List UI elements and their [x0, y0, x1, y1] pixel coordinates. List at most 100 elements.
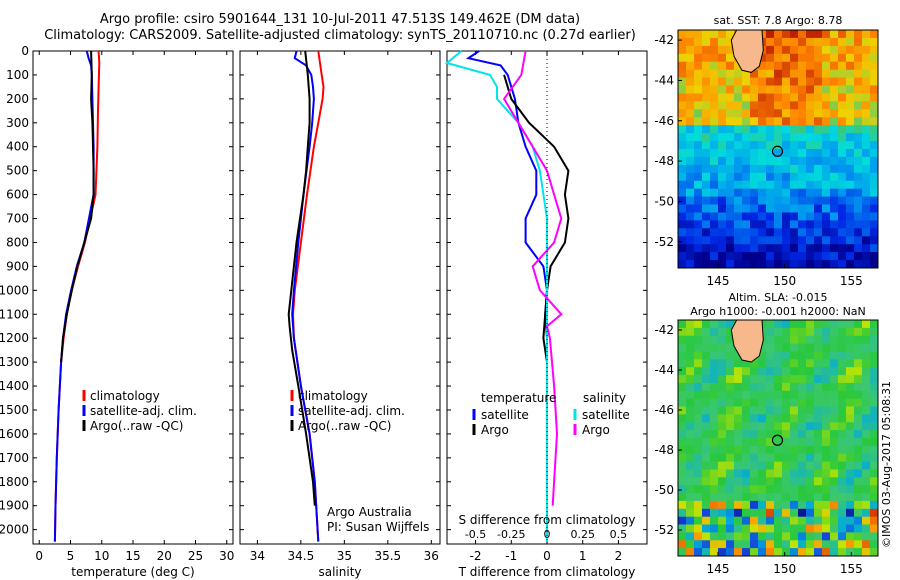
sst_map-cell [686, 260, 695, 269]
sst_map-cell [758, 196, 767, 205]
sst_map-cell [846, 30, 855, 39]
sst_map-cell [726, 37, 735, 47]
sla_map-xtick-label: 145 [707, 562, 730, 576]
sst_map-cell [782, 133, 791, 142]
sst_map-cell [694, 69, 703, 79]
sst_map-cell [806, 212, 815, 221]
sst_map-cell [838, 244, 847, 253]
sla_map-cell [790, 508, 799, 518]
sla_map-cell [694, 508, 703, 518]
sst_map-cell [854, 117, 863, 126]
sst_map-cell [782, 77, 791, 86]
sst_map-cell [838, 252, 847, 261]
sla_map-cell [838, 548, 847, 557]
sla_map-cell [830, 453, 839, 463]
sla_map-cell [782, 485, 791, 494]
sst_map-cell [726, 196, 735, 205]
sst_map-cell [822, 204, 831, 213]
sst_map-cell [806, 244, 815, 253]
sla_map-cell [870, 438, 879, 447]
sla_map-cell [814, 500, 823, 510]
sla_map-cell [798, 540, 807, 549]
sla_map-cell [798, 359, 807, 368]
sla_map-cell [790, 398, 799, 408]
sst_map-cell [774, 53, 783, 63]
sst_map-ytick-label: -50 [654, 194, 674, 208]
sla_map-cell [734, 500, 743, 510]
sla_map-cell [814, 367, 823, 376]
sst_map-cell [766, 61, 775, 71]
sst_map-cell [830, 133, 839, 142]
sst_map-cell [814, 228, 823, 237]
sla_map-cell [734, 438, 743, 447]
sst_map-cell [702, 244, 711, 253]
sla_map-cell [702, 320, 711, 329]
sst_map-cell [726, 228, 735, 237]
sla_map-cell [846, 430, 855, 439]
sla_map-cell [710, 493, 719, 502]
sla_map-cell [822, 477, 831, 486]
sst_map-cell [774, 196, 783, 205]
sst_map-cell [702, 109, 711, 118]
sst_map-cell [686, 149, 695, 158]
sla_map-cell [830, 485, 839, 494]
salinity-xtick-label: 35 [337, 549, 352, 563]
sla_map-cell [694, 351, 703, 360]
sst_map-cell [798, 141, 807, 150]
sla_map-cell [758, 524, 767, 533]
sla_map-cell [718, 335, 727, 345]
sla_map-cell [854, 343, 863, 352]
sla_map-cell [750, 508, 759, 518]
sla_map-cell [798, 335, 807, 345]
sla_map-cell [742, 375, 751, 384]
sla_map-cell [814, 516, 823, 526]
sla_map-cell [822, 524, 831, 533]
sla_map-cell [742, 382, 751, 392]
sla_map-cell [830, 445, 839, 455]
sla_map-cell [798, 548, 807, 557]
sla_map-cell [854, 500, 863, 510]
sst_map-cell [854, 53, 863, 63]
sla_map-cell [798, 327, 807, 337]
sst_map-cell [854, 141, 863, 150]
sst_map-cell [822, 61, 831, 71]
sst_map-cell [790, 228, 799, 237]
sla_map-cell [790, 500, 799, 510]
sla_map-cell [806, 508, 815, 518]
depth-tick-label: 500 [6, 164, 29, 178]
sla_map-cell [814, 335, 823, 345]
sst_map-cell [830, 156, 839, 166]
sla-map-title-line-1: Altim. SLA: -0.015 [728, 291, 827, 304]
sla_map-cell [774, 335, 783, 345]
sla_map-cell [830, 430, 839, 439]
sst_map-cell [798, 101, 807, 110]
sla_map-cell [742, 367, 751, 376]
sst_map-cell [718, 236, 727, 245]
sla_map-cell [686, 469, 695, 478]
sla_map-cell [782, 445, 791, 455]
sst_map-cell [678, 164, 687, 174]
sla_map-cell [718, 422, 727, 431]
sst_map-cell [798, 172, 807, 182]
difference-s-tick-label: -0.25 [497, 528, 525, 541]
sst_map-cell [758, 141, 767, 150]
sst_map-cell [862, 37, 871, 47]
sla_map-cell [830, 343, 839, 352]
sla_map-cell [734, 548, 743, 557]
depth-tick-label: 1200 [0, 331, 29, 345]
difference-legend-t-argo: Argo [481, 423, 509, 437]
sla_map-cell [814, 375, 823, 384]
sst_map-cell [870, 117, 879, 126]
sst_map-cell [782, 156, 791, 166]
sst_map-cell [718, 133, 727, 142]
sla_map-cell [806, 500, 815, 510]
sla_map-cell [830, 382, 839, 392]
sst_map-cell [742, 244, 751, 253]
sla_map-cell [862, 375, 871, 384]
sla_map-cell [846, 548, 855, 557]
sst_map-cell [838, 133, 847, 142]
sla_map-cell [758, 390, 767, 400]
sst_map-cell [734, 212, 743, 221]
sst_map-cell [790, 156, 799, 166]
sla_map-cell [718, 453, 727, 463]
